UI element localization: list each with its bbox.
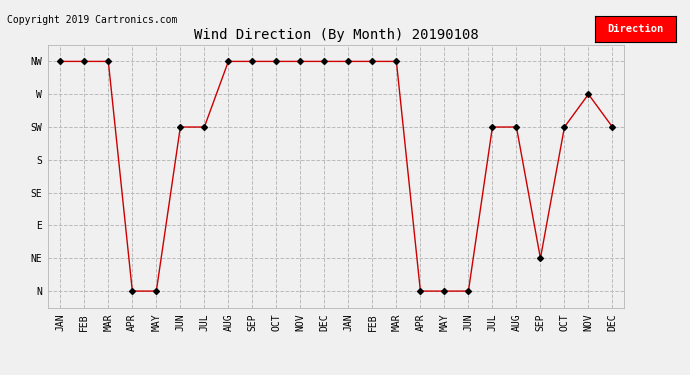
Text: Direction: Direction (607, 24, 664, 34)
Title: Wind Direction (By Month) 20190108: Wind Direction (By Month) 20190108 (194, 28, 479, 42)
Text: Copyright 2019 Cartronics.com: Copyright 2019 Cartronics.com (7, 15, 177, 25)
